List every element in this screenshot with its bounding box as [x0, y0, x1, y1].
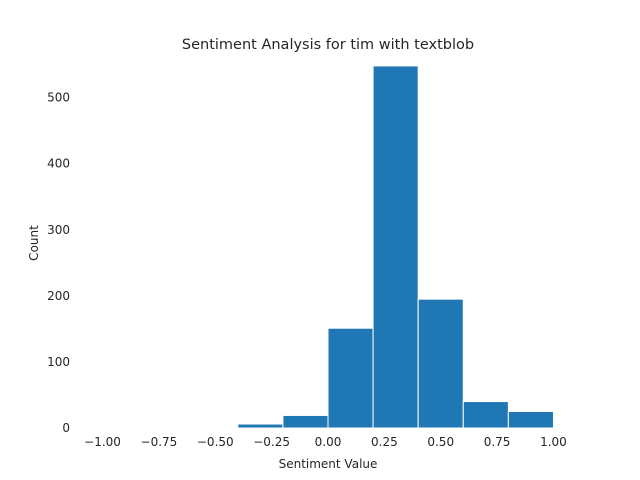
x-tick-label: −0.25	[253, 435, 290, 449]
y-tick-label: 200	[47, 289, 70, 303]
y-tick-label: 100	[47, 355, 70, 369]
x-axis-label: Sentiment Value	[279, 457, 378, 471]
x-tick-label: 0.50	[427, 435, 454, 449]
bars-group	[237, 65, 554, 429]
chart-title: Sentiment Analysis for tim with textblob	[182, 37, 474, 53]
y-tick-label: 300	[47, 223, 70, 237]
x-tick-labels: −1.00 −0.75 −0.50 −0.25 0.00 0.25 0.50 0.75 1.00	[84, 435, 567, 449]
x-tick-label: −1.00	[84, 435, 121, 449]
x-tick-label: −0.50	[197, 435, 234, 449]
histogram-bar	[417, 298, 464, 429]
histogram-bar	[462, 401, 509, 429]
x-tick-label: 1.00	[540, 435, 567, 449]
x-tick-label: 0.00	[315, 435, 342, 449]
x-tick-label: 0.25	[371, 435, 398, 449]
histogram-bar	[282, 414, 329, 429]
histogram-bar	[237, 423, 284, 429]
y-tick-label: 500	[47, 91, 70, 105]
histogram-bar	[327, 327, 374, 429]
y-axis-label: Count	[27, 225, 41, 261]
y-tick-label: 400	[47, 157, 70, 171]
y-tick-labels: 0 100 200 300 400 500	[47, 91, 70, 435]
x-tick-label: −0.75	[141, 435, 178, 449]
x-tick-label: 0.75	[484, 435, 511, 449]
y-tick-label: 0	[62, 421, 70, 435]
histogram-bar	[507, 410, 554, 429]
histogram-bar	[372, 65, 419, 429]
